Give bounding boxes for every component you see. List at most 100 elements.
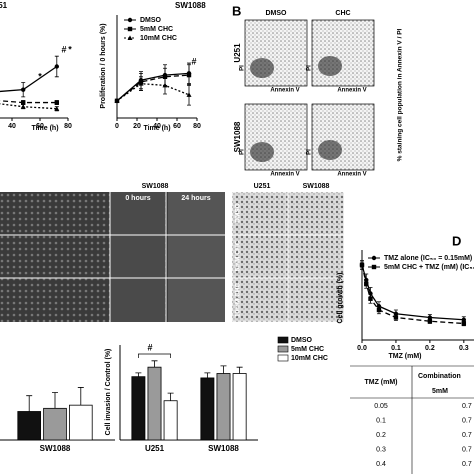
- scratch-images: [0, 192, 225, 322]
- marker: [393, 315, 399, 320]
- error-bar: [77, 387, 84, 406]
- x-tick-label: 0.1: [391, 345, 401, 352]
- row-label: 10mM CHC: [235, 283, 242, 318]
- annotation: #: [147, 342, 152, 352]
- marker: [21, 87, 26, 92]
- marker: [186, 92, 192, 97]
- bar: [147, 366, 162, 441]
- x-tick-label: SW1088: [40, 444, 71, 453]
- marker: [371, 255, 377, 261]
- table-cell: 0.05: [374, 403, 388, 410]
- axis-label: Annexin V: [270, 88, 299, 94]
- legend-label: 5mM CHC + TMZ (mM) (IC₅₀: [384, 264, 474, 271]
- axis-label: PI: [307, 149, 313, 155]
- cell-label: U251: [254, 183, 271, 190]
- marker: [114, 98, 120, 103]
- legend-swatch: [277, 354, 289, 362]
- legend-swatch: [277, 336, 289, 344]
- marker: [54, 106, 60, 111]
- table-subheader: 5mM: [432, 388, 448, 395]
- marker: [21, 100, 26, 105]
- marker: [54, 64, 59, 69]
- legend-label: 10mM CHC: [291, 355, 328, 362]
- axis-label: PI: [307, 65, 313, 71]
- line: [361, 264, 464, 325]
- legend-label: 10mM CHC: [140, 35, 177, 42]
- bar: [43, 407, 67, 441]
- x-tick-label: 0.0: [357, 345, 367, 352]
- error-bar: [167, 392, 174, 401]
- legend-label: 5mM CHC: [140, 26, 173, 33]
- annotation: *: [38, 71, 42, 81]
- error-bar: [236, 366, 243, 374]
- error-bar: [151, 360, 158, 368]
- marker: [427, 315, 433, 320]
- legend-swatch: [277, 345, 289, 353]
- x-tick-label: 60: [173, 123, 181, 130]
- x-tick-label: 40: [8, 123, 16, 130]
- column-label: DMSO: [266, 10, 288, 17]
- axis-label: Annexin V: [270, 172, 299, 178]
- marker: [127, 17, 133, 23]
- marker: [364, 281, 369, 286]
- marker: [127, 26, 133, 32]
- column-label: CHC: [335, 10, 350, 17]
- row-label: U251: [233, 43, 242, 63]
- y-axis-label: Cell growth (%): [337, 273, 344, 324]
- table-frame: [350, 365, 474, 474]
- y-axis-label: Cell invasion / Control (%): [105, 349, 112, 436]
- row-label: SW1088: [233, 121, 242, 152]
- x-tick-label: U251: [145, 444, 165, 453]
- error-bar: [220, 365, 227, 374]
- y-axis-label: Proliferation / 0 hours (%): [100, 23, 107, 108]
- axis-label: PI: [240, 149, 246, 155]
- marker: [186, 72, 192, 78]
- row-label: 5mM CHC: [235, 240, 242, 271]
- axis-label: Annexin V: [337, 88, 366, 94]
- line: [0, 103, 57, 110]
- table-cell: 0.7: [462, 417, 472, 424]
- marker: [359, 262, 365, 268]
- line: [116, 72, 190, 102]
- table-header: Combination: [418, 373, 461, 380]
- table-cell: 0.7: [462, 446, 472, 453]
- table-header: TMZ (mM): [364, 379, 397, 386]
- error-bar: [26, 395, 33, 412]
- invasion-images: [231, 191, 345, 323]
- bar: [200, 377, 215, 441]
- panel-letter: D: [452, 233, 461, 248]
- side-label: % staining cell population in Annexin V …: [397, 28, 404, 161]
- bar: [163, 400, 178, 441]
- table-cell: 0.7: [462, 461, 472, 468]
- x-axis-label: TMZ (mM): [388, 353, 421, 360]
- bar: [232, 373, 247, 441]
- marker: [162, 82, 168, 88]
- marker: [461, 321, 467, 326]
- marker: [127, 35, 133, 40]
- marker: [54, 100, 59, 105]
- line: [116, 83, 190, 102]
- x-tick-label: SW1088: [208, 444, 239, 453]
- x-axis-label: Time (h): [31, 125, 58, 132]
- x-tick-label: 60: [36, 123, 44, 130]
- line: [0, 100, 57, 104]
- legend-label: DMSO: [140, 17, 162, 24]
- bar: [131, 376, 146, 441]
- table-cell: 0.1: [376, 417, 386, 424]
- flow-images: [244, 19, 375, 171]
- marker: [138, 81, 144, 86]
- line: [116, 74, 190, 102]
- marker: [368, 296, 373, 301]
- marker: [20, 104, 26, 109]
- legend-label: 5mM CHC: [291, 346, 324, 353]
- table-cell: 0.7: [462, 403, 472, 410]
- x-tick-label: 20: [133, 123, 141, 130]
- chart-title: U251: [0, 1, 8, 10]
- cell-label: SW1088: [303, 183, 330, 190]
- x-tick-label: 0.2: [425, 345, 435, 352]
- table-cell: 0.7: [462, 432, 472, 439]
- line: [0, 65, 58, 93]
- bar: [216, 373, 231, 441]
- bar: [69, 404, 93, 441]
